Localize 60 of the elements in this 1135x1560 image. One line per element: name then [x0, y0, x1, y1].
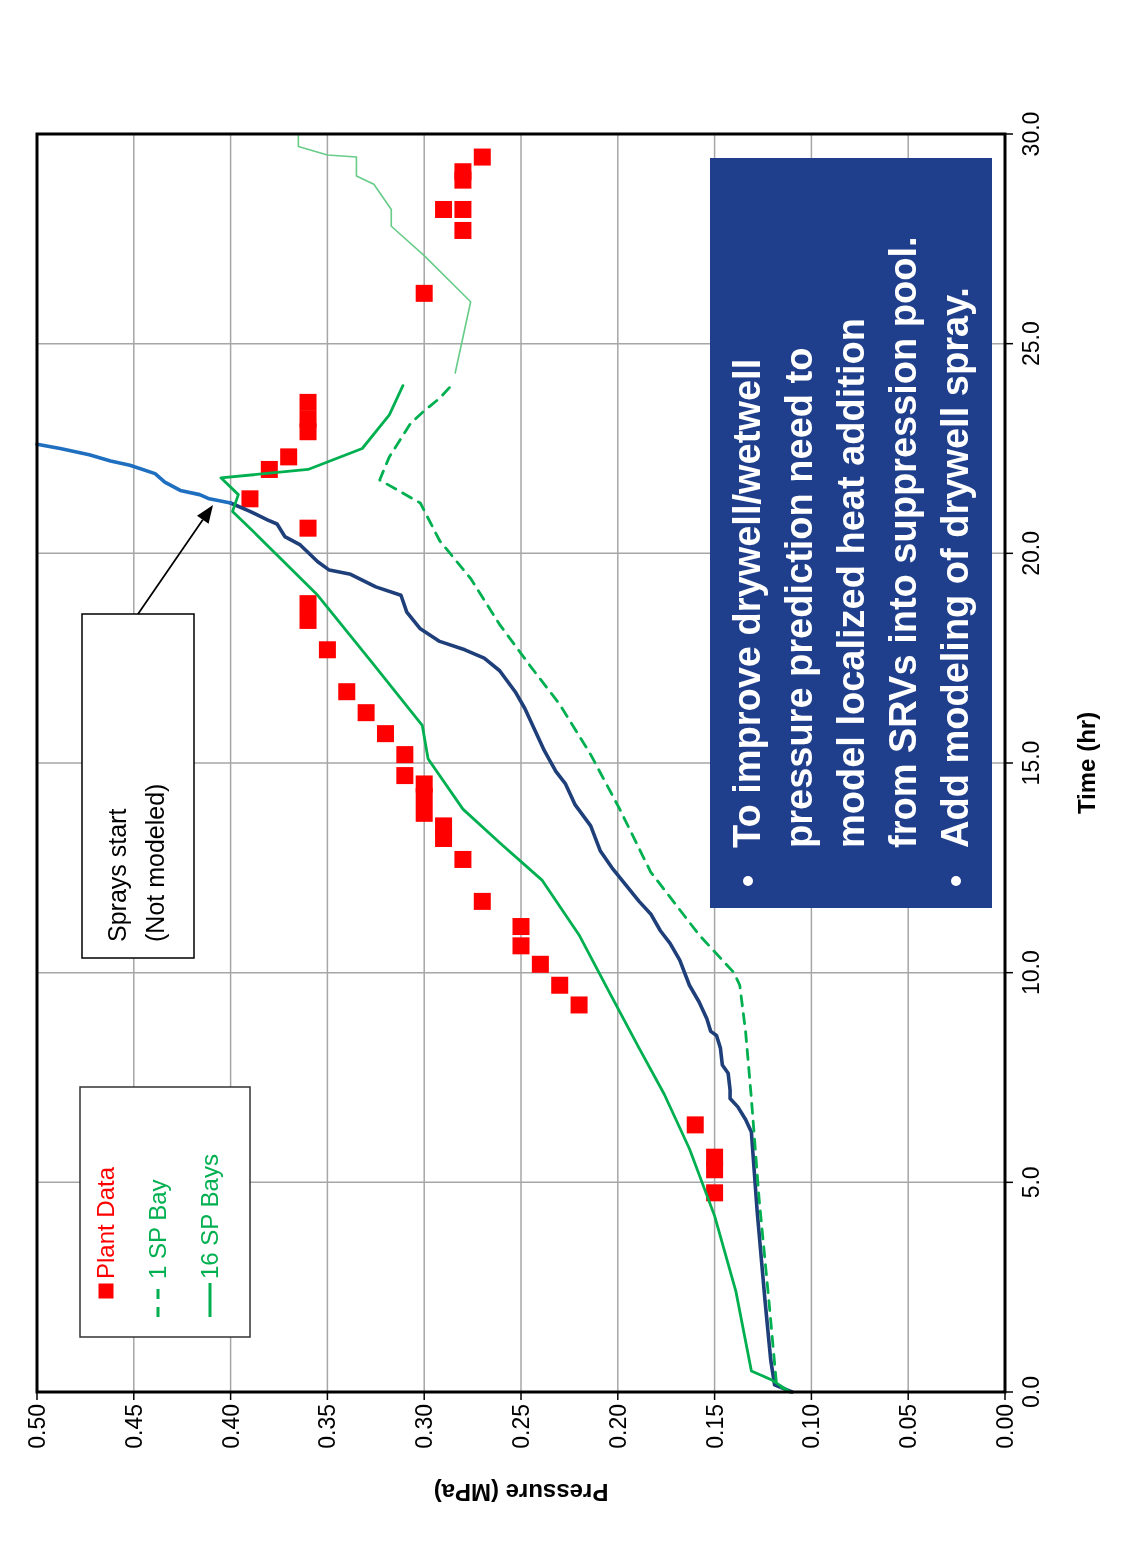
point [551, 976, 569, 994]
point [473, 148, 491, 166]
point [241, 490, 259, 508]
x-axis-title: Pressure (MPa) [433, 1479, 609, 1506]
point [280, 448, 298, 466]
point [415, 775, 433, 793]
point [686, 1116, 704, 1134]
x-tick-label: 0.25 [508, 1404, 534, 1449]
point [415, 804, 433, 822]
point [473, 892, 491, 910]
point [454, 221, 472, 239]
annotation: To improve drywell/wetwell pressure prediction need to model localized heat addition from SRVs into suppression pool. [726, 236, 924, 848]
text: Plant Data [92, 1166, 119, 1279]
x-tick-label: 0.20 [604, 1404, 631, 1449]
point [706, 1148, 724, 1166]
point [299, 410, 317, 428]
x-tick-label: 0.15 [701, 1404, 728, 1449]
line-series [297, 133, 472, 374]
y-tick-label: 10.0 [1018, 950, 1044, 996]
point [454, 163, 472, 181]
point [435, 817, 453, 835]
y-axis-title: Time (hr) [1073, 711, 1100, 815]
x-tick-label: 0.35 [314, 1404, 341, 1449]
point [396, 767, 414, 785]
point [299, 595, 317, 613]
point [299, 611, 317, 629]
point [454, 200, 472, 218]
y-tick-label: 20.0 [1018, 530, 1044, 576]
point [512, 937, 530, 955]
x-tick-label: 0.05 [895, 1404, 922, 1449]
annotation: Add modeling of drywell spray. [934, 287, 976, 848]
point [415, 284, 433, 302]
x-tick-label: 0.40 [217, 1404, 244, 1449]
point [435, 200, 453, 218]
point [376, 725, 394, 743]
point [318, 641, 336, 659]
point [570, 996, 588, 1014]
point [531, 955, 549, 973]
y-tick-label: 25.0 [1018, 321, 1044, 367]
y-tick-label: 0.0 [1018, 1376, 1044, 1408]
text: 1 SP Bay [144, 1179, 171, 1279]
y-tick-label: 30.0 [1018, 111, 1044, 157]
text: 16 SP Bays [196, 1154, 223, 1279]
point [454, 850, 472, 868]
point [357, 704, 375, 722]
point [299, 393, 317, 411]
y-tick-label: 15.0 [1018, 740, 1044, 786]
point [706, 1184, 724, 1202]
x-tick-label: 0.45 [120, 1404, 147, 1449]
point [396, 746, 414, 764]
y-tick-label: 5.0 [1018, 1166, 1044, 1199]
line-series [35, 442, 233, 505]
x-tick-label: 0.00 [992, 1404, 1018, 1449]
point [299, 519, 317, 537]
point [338, 683, 356, 701]
annotation: Sprays start (Not modeled) [103, 783, 169, 942]
point [512, 918, 530, 936]
x-tick-label: 0.30 [411, 1404, 438, 1449]
x-tick-label: 0.10 [798, 1404, 825, 1449]
x-tick-label: 0.50 [24, 1404, 50, 1449]
